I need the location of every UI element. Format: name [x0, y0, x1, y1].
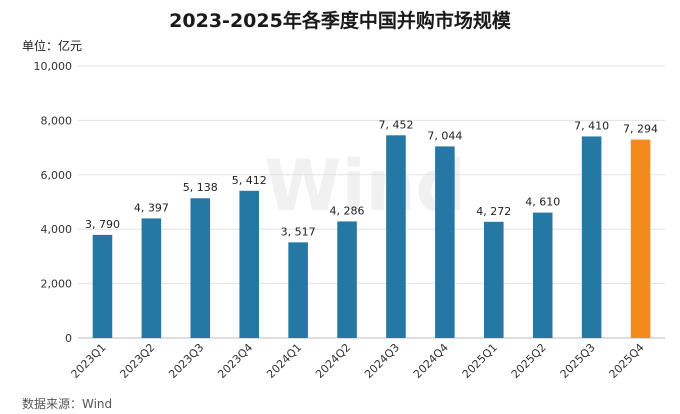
data-label: 7, 410 — [574, 119, 609, 132]
x-tick-label: 2023Q4 — [215, 341, 255, 381]
unit-label: 单位：亿元 — [22, 39, 83, 53]
data-label: 4, 286 — [330, 204, 365, 217]
x-tick-label: 2023Q2 — [117, 341, 157, 381]
source-note: 数据来源：Wind — [22, 397, 113, 411]
data-label: 5, 412 — [232, 174, 267, 187]
data-label: 3, 790 — [85, 218, 120, 231]
data-label: 7, 452 — [378, 118, 413, 131]
bar-2024Q2 — [337, 221, 357, 338]
bar-2025Q2 — [532, 212, 553, 338]
data-label: 7, 294 — [623, 123, 658, 136]
y-tick-label: 8,000 — [41, 114, 73, 127]
y-tick-label: 10,000 — [34, 60, 73, 73]
bar-2025Q3 — [581, 136, 602, 338]
data-label: 4, 397 — [134, 201, 169, 214]
bar-2025Q1 — [484, 221, 504, 338]
x-tick-label: 2024Q4 — [411, 341, 451, 381]
bar-2024Q1 — [288, 242, 308, 338]
bar-layer — [92, 135, 651, 338]
data-label: 4, 610 — [525, 196, 560, 209]
data-label: 5, 138 — [183, 181, 218, 194]
y-tick-label: 6,000 — [41, 169, 73, 182]
bar-2024Q3 — [386, 135, 406, 338]
y-tick-label: 0 — [65, 332, 72, 345]
grid-layer — [78, 65, 665, 339]
x-tick-label: 2025Q3 — [558, 341, 598, 381]
x-tick-label: 2025Q2 — [509, 341, 549, 381]
x-tick-label: 2023Q1 — [69, 341, 109, 381]
chart-title: 2023-2025年各季度中国并购市场规模 — [169, 10, 511, 32]
bar-2025Q4 — [630, 139, 651, 338]
x-tick-label: 2024Q2 — [313, 341, 353, 381]
bar-2023Q1 — [92, 234, 113, 338]
y-tick-label: 2,000 — [41, 278, 73, 291]
bar-2023Q4 — [239, 190, 259, 338]
data-label: 7, 044 — [427, 129, 462, 142]
y-tick-label: 4,000 — [41, 223, 73, 236]
bar-2023Q3 — [190, 198, 211, 338]
x-tick-label: 2024Q1 — [264, 341, 304, 381]
x-tick-label: 2024Q3 — [362, 341, 402, 381]
data-label: 3, 517 — [281, 225, 316, 238]
x-tick-label: 2025Q4 — [607, 341, 647, 381]
x-tick-label: 2023Q3 — [166, 341, 206, 381]
x-tick-label: 2025Q1 — [460, 341, 500, 381]
watermark: Wind — [264, 145, 465, 227]
bar-2023Q2 — [141, 218, 162, 338]
bar-2024Q4 — [435, 146, 455, 338]
data-label: 4, 272 — [476, 205, 511, 218]
